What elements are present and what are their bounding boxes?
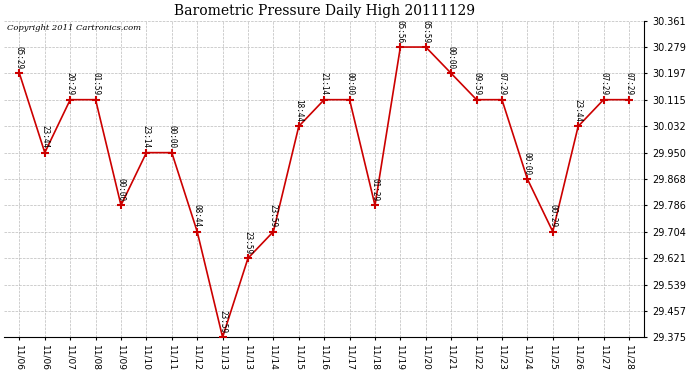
Text: 05:29: 05:29 [15, 46, 24, 69]
Text: 07:29: 07:29 [497, 72, 506, 96]
Text: 07:29: 07:29 [624, 72, 633, 96]
Text: 05:56: 05:56 [396, 20, 405, 43]
Text: 18:44: 18:44 [294, 99, 304, 122]
Text: 23:59: 23:59 [244, 231, 253, 254]
Text: 07:29: 07:29 [599, 72, 608, 96]
Text: 05:59: 05:59 [422, 20, 431, 43]
Text: 01:29: 01:29 [371, 178, 380, 201]
Text: 23:44: 23:44 [40, 125, 49, 148]
Text: 23:44: 23:44 [573, 99, 582, 122]
Text: Copyright 2011 Cartronics.com: Copyright 2011 Cartronics.com [8, 24, 141, 32]
Text: 09:59: 09:59 [472, 72, 481, 96]
Text: 20:29: 20:29 [66, 72, 75, 96]
Title: Barometric Pressure Daily High 20111129: Barometric Pressure Daily High 20111129 [174, 4, 475, 18]
Text: 01:59: 01:59 [91, 72, 100, 96]
Text: 00:00: 00:00 [523, 152, 532, 175]
Text: 00:00: 00:00 [345, 72, 354, 96]
Text: 00:00: 00:00 [167, 125, 176, 148]
Text: 23:59: 23:59 [218, 310, 227, 333]
Text: 23:59: 23:59 [269, 204, 278, 227]
Text: 23:14: 23:14 [142, 125, 151, 148]
Text: 00:29: 00:29 [549, 204, 558, 227]
Text: 00:00: 00:00 [117, 178, 126, 201]
Text: 08:44: 08:44 [193, 204, 201, 227]
Text: 21:14: 21:14 [319, 72, 328, 96]
Text: 00:00: 00:00 [446, 46, 455, 69]
